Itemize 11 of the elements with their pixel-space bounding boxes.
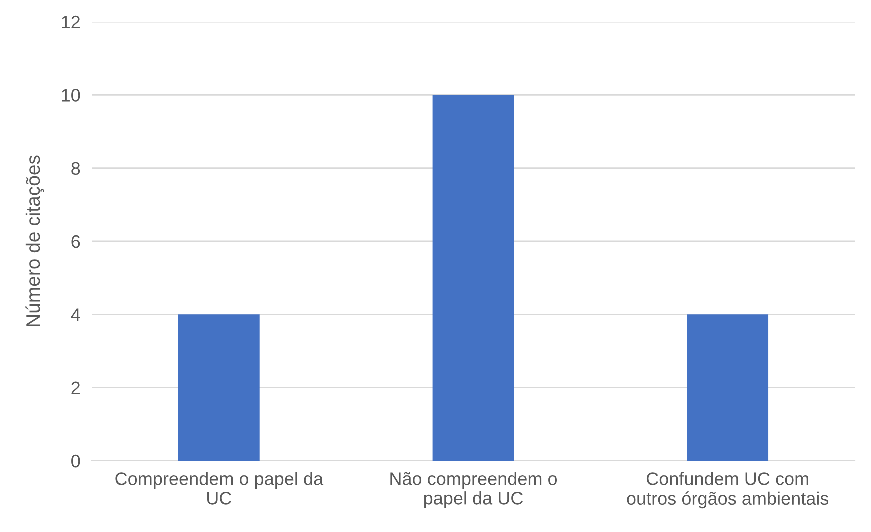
y-tick-label: 12 bbox=[62, 16, 80, 29]
y-tick-label: 10 bbox=[62, 89, 80, 102]
y-axis-title: Número de citações bbox=[26, 156, 44, 326]
x-tick-label: Compreendem o papel da UC bbox=[116, 472, 324, 505]
y-tick-label: 6 bbox=[72, 235, 80, 248]
y-tick-label: 4 bbox=[71, 308, 80, 322]
y-tick-label: 8 bbox=[72, 162, 80, 176]
x-tick-label: Não compreendem o papel da UC bbox=[390, 472, 558, 508]
y-tick-label: 0 bbox=[72, 454, 80, 468]
y-tick-label: 2 bbox=[72, 382, 80, 394]
x-tick-label: Confundem UC com outros órgãos ambientais bbox=[627, 472, 829, 509]
